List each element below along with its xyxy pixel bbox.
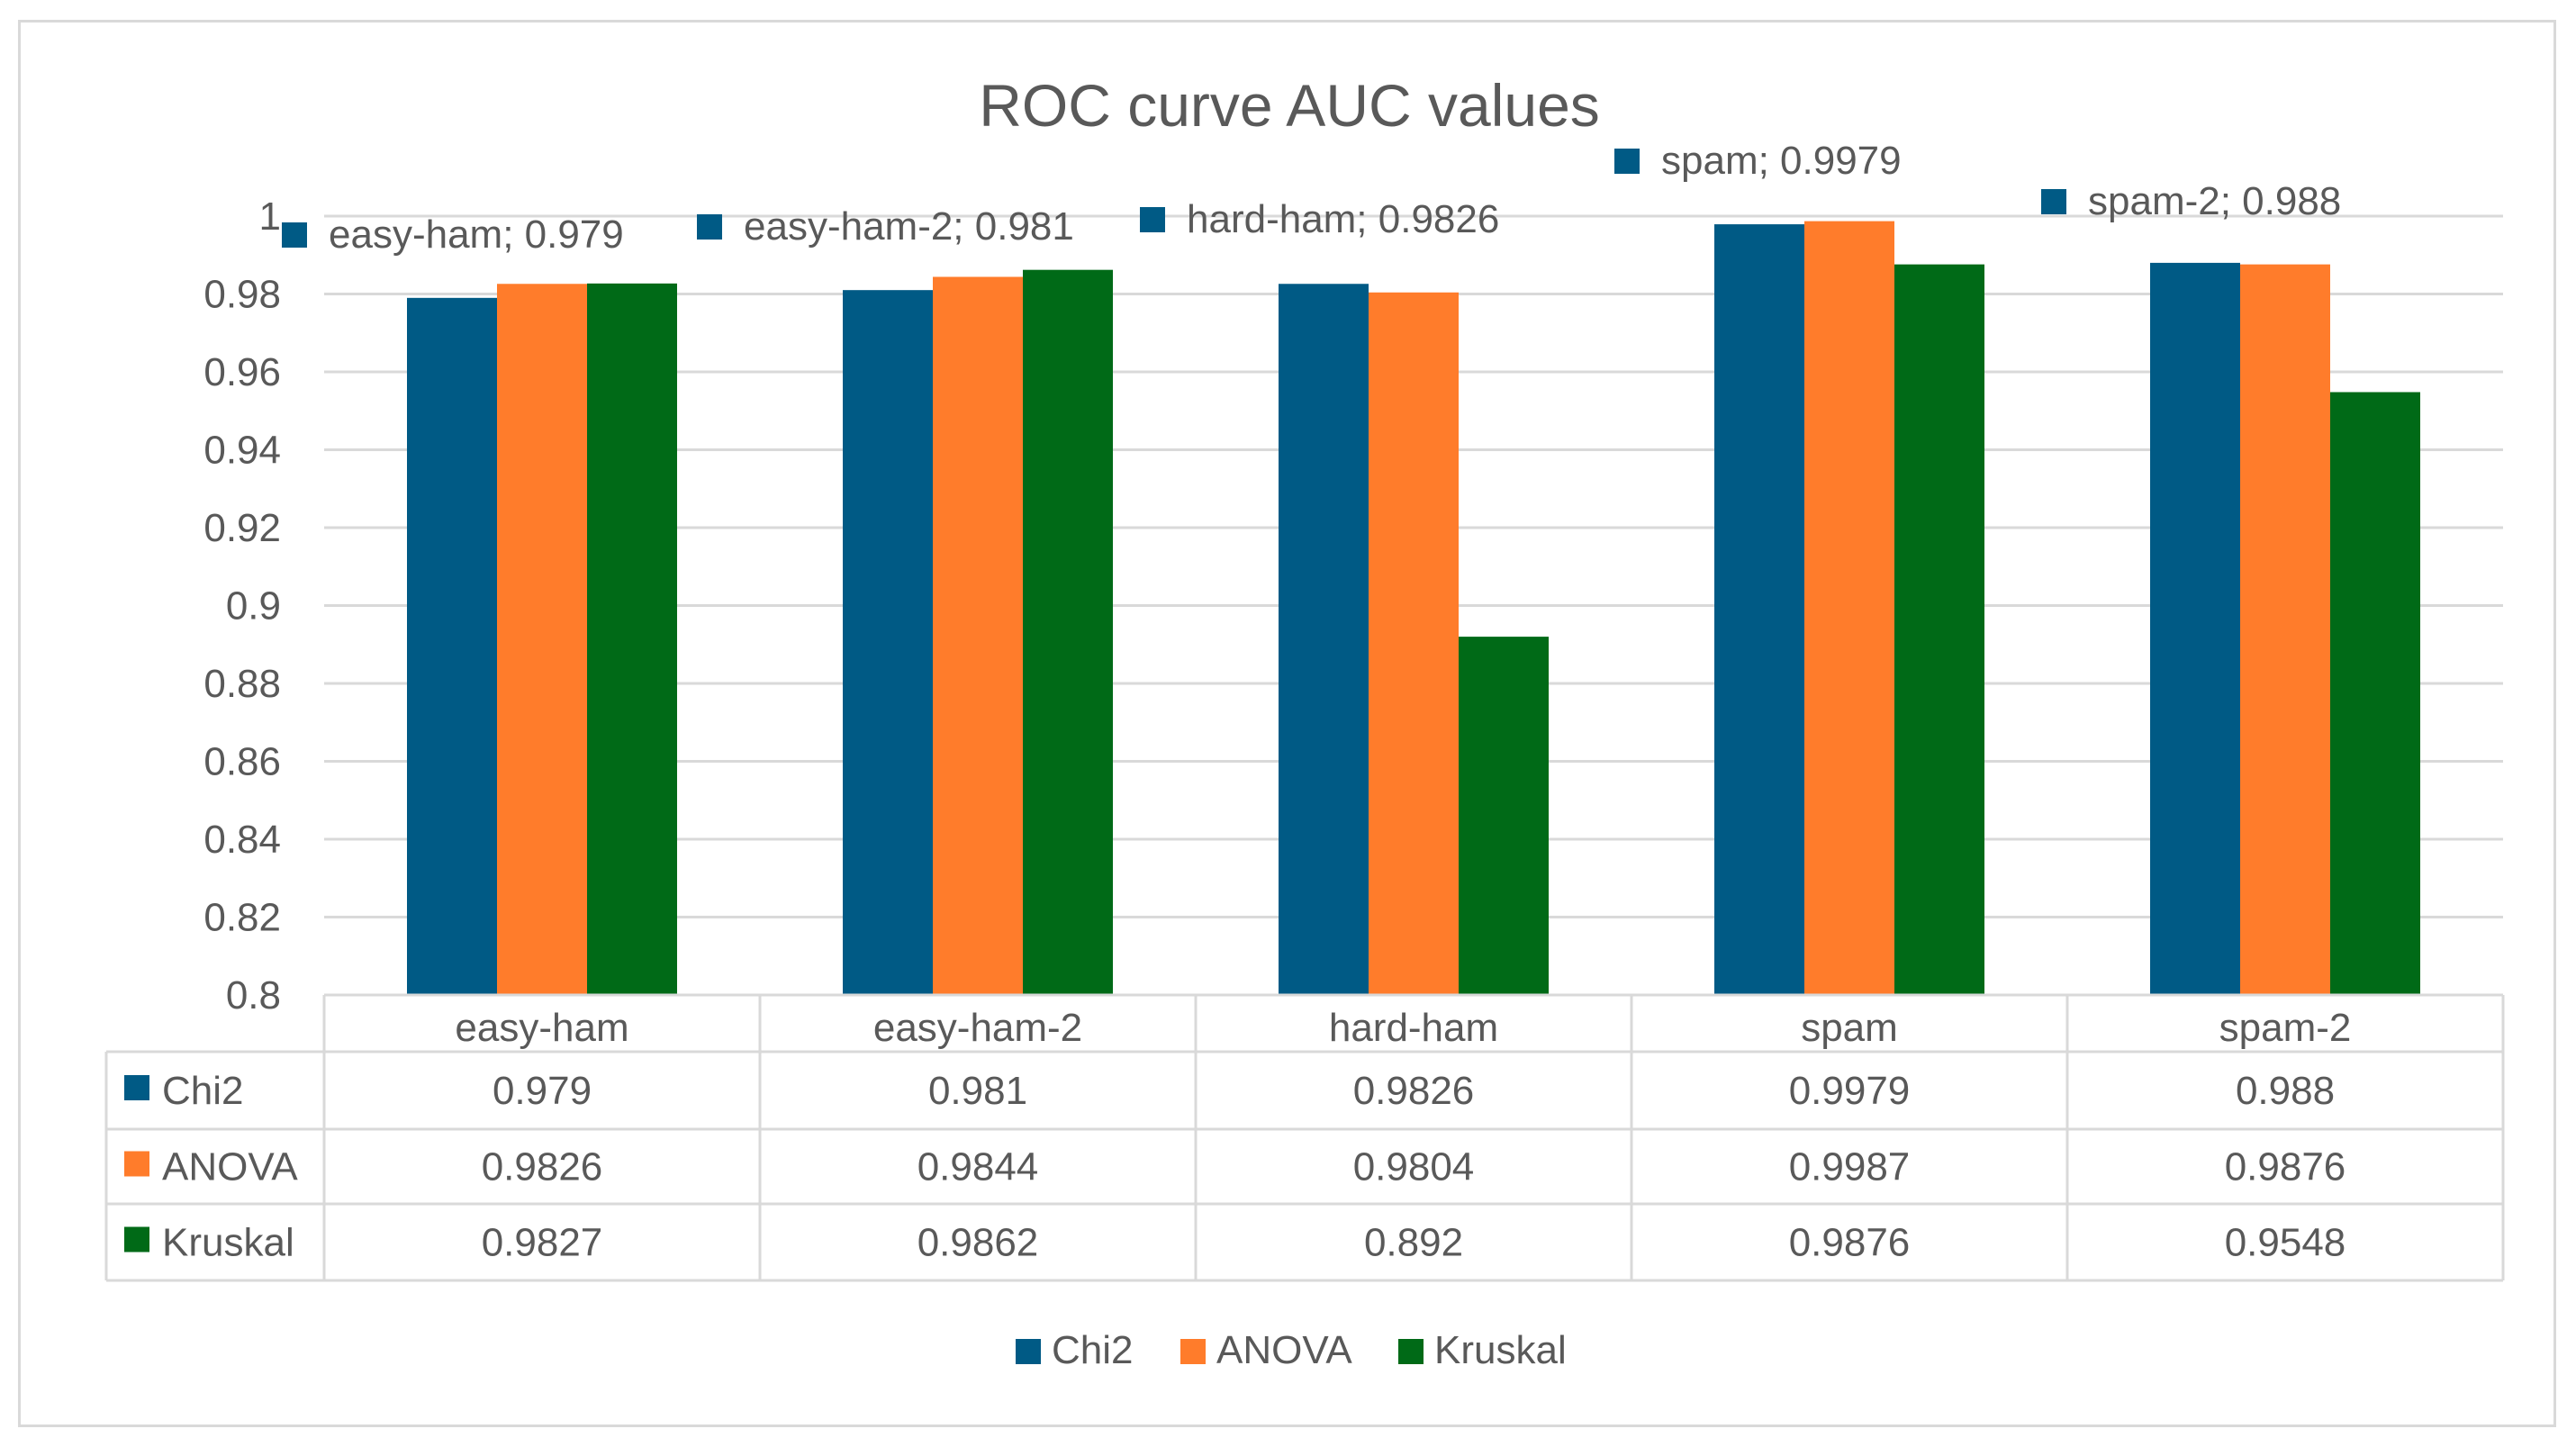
bar-anova-hard-ham <box>1369 292 1459 995</box>
legend-key-chi2 <box>1016 1339 1041 1364</box>
bar-anova-spam <box>1804 221 1894 995</box>
table-cell: 0.979 <box>493 1069 592 1113</box>
table-row-label: Chi2 <box>162 1069 244 1113</box>
table-legend-key <box>124 1226 149 1253</box>
table-row-label: ANOVA <box>162 1145 298 1189</box>
annotation-marker <box>1614 149 1640 174</box>
bar-kruskal-hard-ham <box>1459 637 1549 995</box>
bar-kruskal-spam-2 <box>2330 392 2420 995</box>
table-row-label: Kruskal <box>162 1221 294 1265</box>
y-tick-label: 1 <box>259 194 281 239</box>
table-cell: 0.9862 <box>917 1221 1039 1265</box>
data-label: hard-ham; 0.9826 <box>1187 197 1499 241</box>
bar-anova-easy-ham-2 <box>933 276 1023 996</box>
table-cell: 0.9804 <box>1353 1145 1475 1189</box>
legend-label: Chi2 <box>1052 1328 1134 1372</box>
bar-kruskal-easy-ham <box>587 283 677 995</box>
y-tick-label: 0.96 <box>203 350 281 394</box>
category-label: spam-2 <box>2219 1006 2352 1050</box>
bar-chi2-easy-ham-2 <box>843 290 933 995</box>
table-cell: 0.9979 <box>1789 1069 1911 1113</box>
data-label: spam-2; 0.988 <box>2088 179 2341 223</box>
table-cell: 0.9548 <box>2225 1221 2346 1265</box>
category-label: easy-ham-2 <box>873 1006 1082 1050</box>
y-tick-label: 0.94 <box>203 429 281 473</box>
bar-chi2-spam-2 <box>2150 262 2240 995</box>
y-tick-label: 0.84 <box>203 818 281 862</box>
bar-chi2-hard-ham <box>1279 284 1369 995</box>
y-tick-label: 0.98 <box>203 273 281 317</box>
table-cell: 0.981 <box>928 1069 1027 1113</box>
table-cell: 0.988 <box>2236 1069 2335 1113</box>
category-label: hard-ham <box>1329 1006 1498 1050</box>
table-cell: 0.9844 <box>917 1145 1039 1189</box>
bar-kruskal-easy-ham-2 <box>1023 269 1113 995</box>
table-legend-key <box>124 1075 149 1100</box>
data-label: easy-ham-2; 0.981 <box>744 204 1074 249</box>
legend-key-kruskal <box>1398 1339 1424 1364</box>
table-cell: 0.9826 <box>482 1145 603 1189</box>
bar-anova-spam-2 <box>2240 264 2330 995</box>
y-tick-label: 0.88 <box>203 662 281 706</box>
category-label: spam <box>1801 1006 1898 1050</box>
y-tick-label: 0.8 <box>226 973 281 1017</box>
legend-key-anova <box>1180 1339 1206 1364</box>
legend-label: Kruskal <box>1434 1328 1567 1372</box>
y-tick-label: 0.92 <box>203 506 281 550</box>
table-cell: 0.9987 <box>1789 1145 1911 1189</box>
bar-anova-easy-ham <box>497 284 587 995</box>
annotation-marker <box>1140 207 1165 232</box>
table-cell: 0.9827 <box>482 1221 603 1265</box>
y-tick-label: 0.82 <box>203 896 281 940</box>
table-cell: 0.9826 <box>1353 1069 1475 1113</box>
table-legend-key <box>124 1151 149 1177</box>
category-label: easy-ham <box>455 1006 628 1050</box>
legend-label: ANOVA <box>1216 1328 1352 1372</box>
table-cell: 0.9876 <box>1789 1221 1911 1265</box>
y-tick-label: 0.86 <box>203 740 281 784</box>
data-label: easy-ham; 0.979 <box>329 213 624 257</box>
annotation-marker <box>282 222 307 248</box>
bar-kruskal-spam <box>1894 264 1984 995</box>
table-cell: 0.9876 <box>2225 1145 2346 1189</box>
table-cell: 0.892 <box>1364 1221 1463 1265</box>
chart-title: ROC curve AUC values <box>979 72 1600 139</box>
y-tick-label: 0.9 <box>226 584 281 629</box>
bar-chi2-easy-ham <box>407 297 497 995</box>
annotation-marker <box>2041 189 2066 214</box>
data-label: spam; 0.9979 <box>1661 139 1902 183</box>
annotation-marker <box>697 214 722 240</box>
bar-chi2-spam <box>1714 224 1804 995</box>
